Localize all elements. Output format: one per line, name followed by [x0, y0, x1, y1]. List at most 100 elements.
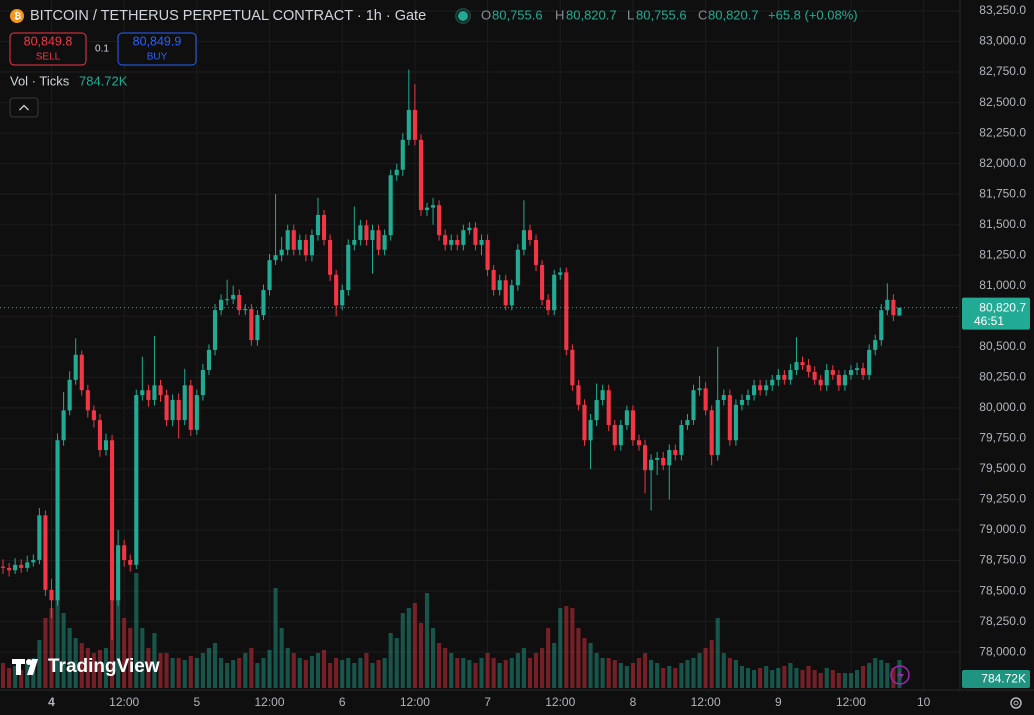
volume-bar	[758, 668, 763, 688]
legend-value: 80,755.6	[492, 7, 543, 22]
watermark: TradingView	[48, 656, 160, 677]
volume-bar	[273, 588, 278, 688]
volume-bar	[43, 618, 48, 688]
volume-bar	[128, 628, 133, 688]
volume-bar	[570, 608, 575, 688]
buy-label[interactable]: BUY	[147, 52, 168, 63]
candle-body	[279, 249, 284, 256]
candle-body	[642, 445, 648, 471]
y-tick-label: 80,000.0	[979, 400, 1026, 414]
volume-bar	[91, 653, 96, 688]
volume-bar	[431, 628, 436, 688]
volume-bar	[200, 653, 205, 688]
volume-bar	[655, 663, 660, 688]
candle-body	[406, 109, 411, 140]
settings-icon[interactable]	[1010, 697, 1022, 709]
x-tick-label: 4	[48, 695, 55, 709]
volume-bar	[588, 643, 593, 688]
volume-bar	[727, 658, 732, 688]
alert-icon[interactable]	[890, 665, 910, 685]
sell-label[interactable]: SELL	[36, 52, 61, 63]
volume-bar	[715, 618, 720, 688]
volume-bar	[867, 663, 872, 688]
candle-body	[558, 272, 563, 275]
candle-body	[788, 370, 793, 380]
candle-body	[122, 545, 127, 560]
volume-bar	[219, 658, 224, 688]
candle-body	[364, 225, 369, 240]
candle-body	[249, 308, 254, 341]
candle-body	[655, 457, 660, 460]
x-tick-label: 6	[339, 695, 346, 709]
volume-bar	[285, 648, 290, 688]
candle-body	[721, 395, 726, 400]
volume-bar	[25, 663, 30, 688]
settings-icon-center[interactable]	[1013, 700, 1019, 706]
y-tick-label: 79,250.0	[979, 492, 1026, 506]
volume-bar	[533, 653, 539, 688]
volume-bar	[800, 670, 805, 688]
candles	[0, 69, 960, 640]
candle-body	[873, 340, 878, 350]
y-tick-label: 79,000.0	[979, 522, 1026, 536]
volume-bar	[848, 673, 854, 688]
candle-body	[455, 239, 460, 245]
volume-bar	[376, 660, 381, 688]
volume-bar	[364, 653, 369, 688]
x-tick-label: 8	[630, 695, 637, 709]
candle-body	[661, 457, 666, 466]
volume-bar	[836, 673, 841, 688]
y-tick-label: 78,500.0	[979, 583, 1026, 597]
candle-body	[582, 404, 587, 441]
candle-body	[146, 390, 151, 400]
candle-body	[109, 440, 115, 601]
y-tick-label: 83,250.0	[979, 3, 1026, 17]
candle-body	[842, 374, 847, 386]
collapse-icon[interactable]	[19, 104, 29, 111]
candle-body	[733, 404, 738, 441]
candle-body	[346, 244, 351, 291]
candle-body	[491, 269, 496, 291]
candle-body	[509, 285, 514, 306]
volume-bar	[297, 658, 302, 688]
volume-bar	[7, 668, 12, 688]
y-tick-label: 81,250.0	[979, 247, 1026, 261]
sell-button[interactable]	[9, 32, 87, 66]
candle-body	[854, 368, 860, 371]
alert-icon-bolt[interactable]	[897, 669, 904, 681]
candle-body	[321, 214, 327, 240]
y-tick-label: 82,250.0	[979, 125, 1026, 139]
candle-body	[291, 230, 296, 250]
y-tick-label: 78,000.0	[979, 644, 1026, 658]
candle-body	[243, 308, 248, 311]
volume-bar	[739, 666, 745, 688]
volume-bar	[164, 653, 169, 688]
sell-price[interactable]: 80,849.8	[24, 34, 73, 48]
candle-body	[340, 290, 345, 306]
volume-bar	[97, 650, 102, 688]
candle-body	[67, 379, 72, 411]
candle-body	[237, 294, 242, 311]
volume-bar	[243, 653, 248, 688]
y-tick-label: 78,750.0	[979, 553, 1026, 567]
volume-bar	[461, 658, 466, 688]
legend-key: C	[698, 7, 707, 22]
volume-bar	[515, 653, 520, 688]
candle-body	[739, 399, 745, 405]
volume-bar	[679, 663, 684, 688]
candle-body	[546, 299, 551, 311]
candle-body	[745, 395, 751, 400]
volume-title: Vol · Ticks	[10, 73, 70, 88]
volume-bar	[122, 618, 127, 688]
volume-bar	[231, 660, 236, 688]
buy-price[interactable]: 80,849.9	[133, 34, 182, 48]
buy-button[interactable]	[117, 32, 197, 66]
volume-bar	[576, 628, 581, 688]
candle-body	[594, 399, 599, 421]
volume-bar	[455, 658, 460, 688]
volume-bar	[315, 653, 321, 688]
x-tick-label: 12:00	[255, 695, 285, 709]
collapse-button[interactable]	[9, 97, 39, 118]
axes: 83,250.0 83,000.0 82,750.0 82,500.0 82,250.0…	[48, 3, 1030, 709]
